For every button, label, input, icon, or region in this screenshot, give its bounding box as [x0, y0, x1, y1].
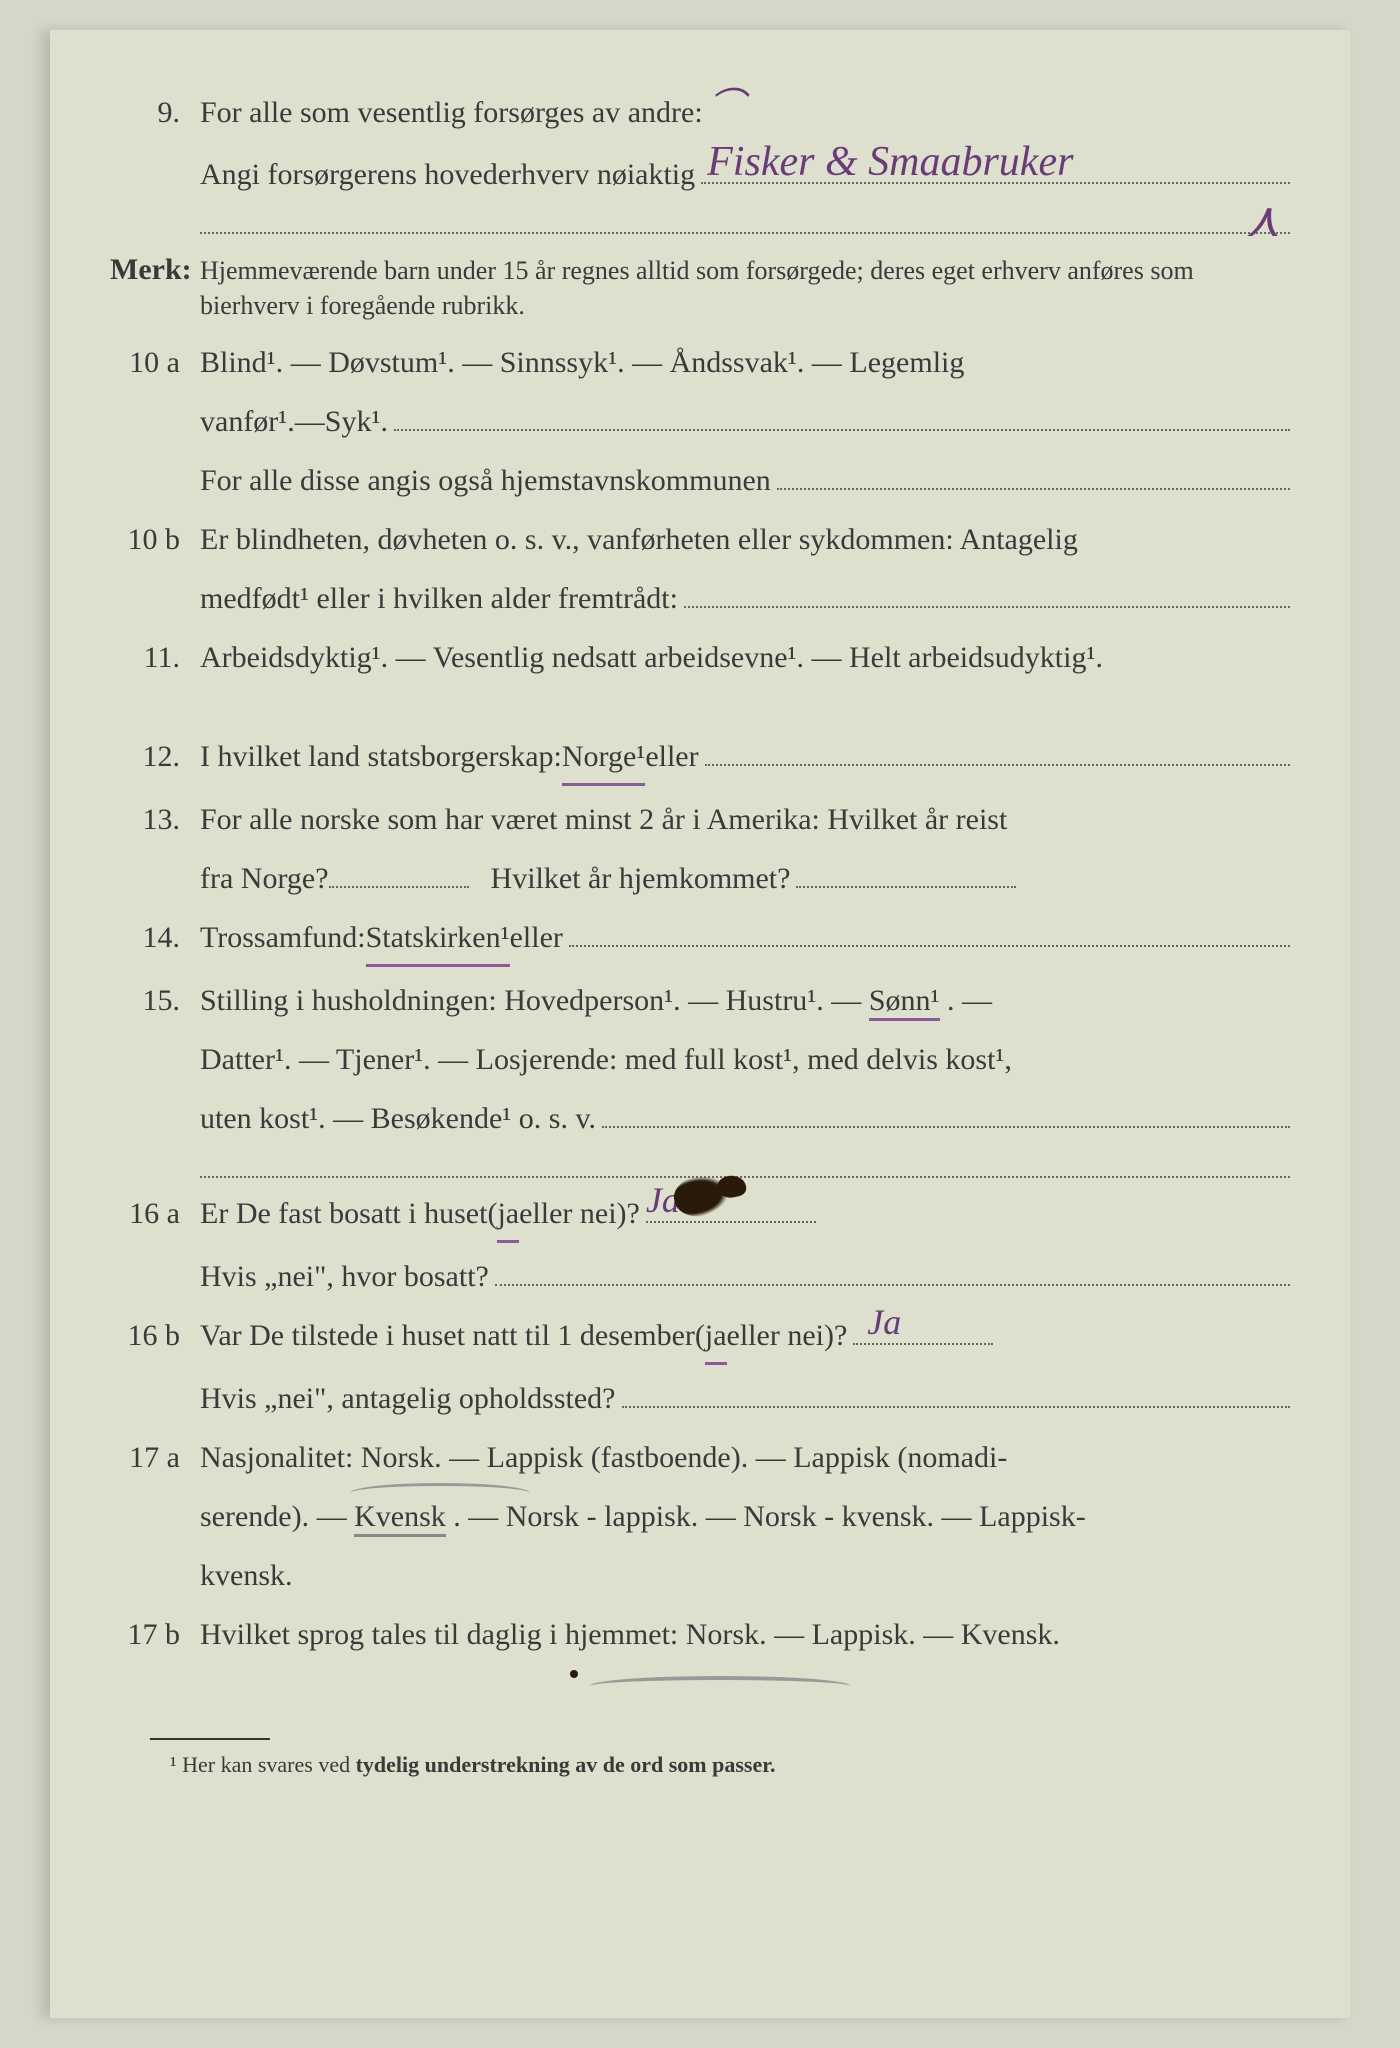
- q10b-text2: medfødt¹ eller i hvilken alder fremtrådt…: [200, 573, 678, 624]
- q17b-number: 17 b: [110, 1609, 200, 1660]
- q10b-text1: Er blindheten, døvheten o. s. v., vanfør…: [200, 514, 1290, 565]
- q17a-number: 17 a: [110, 1432, 200, 1483]
- q15-line1: 15. Stilling i husholdningen: Hovedperso…: [110, 975, 1290, 1026]
- q13-text2a: fra Norge?: [200, 853, 329, 904]
- q16b-pre: Var De tilstede i huset natt til 1 desem…: [200, 1310, 695, 1361]
- q16a-line2: Hvis „nei", hvor bosatt?: [110, 1251, 1290, 1302]
- q15-line2: Datter¹. — Tjener¹. — Losjerende: med fu…: [110, 1034, 1290, 1085]
- q11: 11. Arbeidsdyktig¹. — Vesentlig nedsatt …: [110, 632, 1290, 683]
- q16b-mid: eller nei)?: [727, 1310, 848, 1361]
- q13-number: 13.: [110, 794, 200, 845]
- q15-text2: Datter¹. — Tjener¹. — Losjerende: med fu…: [200, 1034, 1290, 1085]
- merk-text: Hjemmeværende barn under 15 år regnes al…: [200, 253, 1290, 323]
- q10a-number: 10 a: [110, 337, 200, 388]
- q10a-opt7: Syk¹.: [325, 396, 388, 447]
- q16a-ja: ja: [497, 1188, 519, 1243]
- footnote-bold: tydelig understrekning av de ord som pas…: [356, 1752, 776, 1777]
- footnote-text: Her kan svares ved: [182, 1752, 356, 1777]
- q17a-text1: Nasjonalitet: Norsk. — Lappisk (fastboen…: [200, 1432, 1290, 1483]
- q17a-text3: kvensk.: [200, 1550, 1290, 1601]
- q16b-line1: 16 b Var De tilstede i huset natt til 1 …: [110, 1310, 1290, 1365]
- q16b-number: 16 b: [110, 1310, 200, 1361]
- q16a-mid: eller nei)?: [519, 1188, 640, 1239]
- q14-statskirken: Statskirken¹: [366, 912, 510, 967]
- q13-line2: fra Norge? Hvilket år hjemkommet?: [110, 853, 1290, 904]
- q10a-opt3: Sinnssyk¹.: [500, 346, 625, 379]
- q17a-pre: serende). —: [200, 1500, 354, 1533]
- q15-text3: uten kost¹. — Besøkende¹ o. s. v.: [200, 1093, 596, 1144]
- q9-blank-line: ⋏: [200, 210, 1290, 234]
- q10a-line2: vanfør¹. — Syk¹.: [110, 396, 1290, 447]
- q12-pre: I hvilket land statsborgerskap:: [200, 731, 562, 782]
- q10a-line1: 10 a Blind¹. — Døvstum¹. — Sinnssyk¹. — …: [110, 337, 1290, 388]
- q10a-opt2: Døvstum¹.: [328, 346, 455, 379]
- q10a-opt6: vanfør¹.: [200, 396, 295, 447]
- q11-number: 11.: [110, 632, 200, 683]
- q17a-line2: serende). — Kvensk . — Norsk - lappisk. …: [110, 1491, 1290, 1542]
- footnote-rule: [150, 1738, 270, 1740]
- merk-label: Merk:: [110, 244, 200, 295]
- q16a-number: 16 a: [110, 1188, 200, 1239]
- q10a-opt5: Legemlig: [849, 346, 964, 379]
- q9-text1: For alle som vesentlig forsørges av andr…: [200, 87, 703, 138]
- q15-number: 15.: [110, 975, 200, 1026]
- q15-sonn: Sønn¹: [869, 984, 940, 1021]
- q9-line2: Angi forsørgerens hovederhverv nøiaktig …: [110, 149, 1290, 200]
- q16a-paren-open: (: [487, 1188, 497, 1239]
- pencil-mark-2: [590, 1676, 850, 1696]
- q17a-line1: 17 a Nasjonalitet: Norsk. — Lappisk (fas…: [110, 1432, 1290, 1483]
- q11-opt3: Helt arbeidsudyktig¹.: [849, 641, 1103, 674]
- q9-handwritten: Fisker & Smaabruker: [707, 127, 1073, 198]
- q11-opt1: Arbeidsdyktig¹.: [200, 641, 388, 674]
- q16a-pre: Er De fast bosatt i huset: [200, 1188, 487, 1239]
- footnote: ¹ Her kan svares ved tydelig understrekn…: [170, 1752, 1290, 1778]
- q17b-text: Hvilket sprog tales til daglig i hjemmet…: [200, 1609, 1290, 1660]
- merk-row: Merk: Hjemmeværende barn under 15 år reg…: [110, 244, 1290, 323]
- q15-line3: uten kost¹. — Besøkende¹ o. s. v.: [110, 1093, 1290, 1144]
- q16a-text2: Hvis „nei", hvor bosatt?: [200, 1251, 489, 1302]
- q14-number: 14.: [110, 912, 200, 963]
- small-dot: [570, 1670, 578, 1678]
- q13-text2b: Hvilket år hjemkommet?: [491, 853, 791, 904]
- q16b-paren-open: (: [695, 1310, 705, 1361]
- q10b-line2: medfødt¹ eller i hvilken alder fremtrådt…: [110, 573, 1290, 624]
- q15-pre: Stilling i husholdningen: Hovedperson¹. …: [200, 984, 869, 1017]
- q13-text1: For alle norske som har været minst 2 år…: [200, 794, 1290, 845]
- q11-opt2: Vesentlig nedsatt arbeidsevne¹.: [433, 641, 804, 674]
- q12: 12. I hvilket land statsborgerskap: Norg…: [110, 731, 1290, 786]
- q17a-kvensk: Kvensk: [354, 1500, 446, 1537]
- q17a-line3: kvensk.: [110, 1550, 1290, 1601]
- q10a-opt1: Blind¹.: [200, 346, 283, 379]
- q13-line1: 13. For alle norske som har været minst …: [110, 794, 1290, 845]
- footnote-marker: ¹: [170, 1752, 177, 1777]
- q9-line1: 9. For alle som vesentlig forsørges av a…: [110, 80, 1290, 141]
- q10b-number: 10 b: [110, 514, 200, 565]
- q14-pre: Trossamfund:: [200, 912, 366, 963]
- q16b-handwritten: Ja: [867, 1292, 901, 1353]
- q17b: 17 b Hvilket sprog tales til daglig i hj…: [110, 1609, 1290, 1660]
- q14: 14. Trossamfund: Statskirken¹ eller: [110, 912, 1290, 967]
- q16a-line1: 16 a Er De fast bosatt i huset ( ja elle…: [110, 1188, 1290, 1243]
- q12-norge: Norge¹: [562, 731, 645, 786]
- q10b-line1: 10 b Er blindheten, døvheten o. s. v., v…: [110, 514, 1290, 565]
- q16b-ja: ja: [705, 1310, 727, 1365]
- q10a-opt4: Åndssvak¹.: [670, 346, 805, 379]
- q10a-text3: For alle disse angis også hjemstavnskomm…: [200, 455, 771, 506]
- q9-mark: ⋏: [1245, 192, 1280, 248]
- q10a-line3: For alle disse angis også hjemstavnskomm…: [110, 455, 1290, 506]
- q14-post: eller: [510, 912, 563, 963]
- q15-post: . —: [947, 984, 992, 1017]
- q15-blank-line: [200, 1154, 1290, 1178]
- q9-text2: Angi forsørgerens hovederhverv nøiaktig: [200, 149, 695, 200]
- q9-number: 9.: [110, 87, 200, 138]
- q16b-text2: Hvis „nei", antagelig opholdssted?: [200, 1373, 616, 1424]
- q12-post: eller: [645, 731, 698, 782]
- census-form-page: 9. For alle som vesentlig forsørges av a…: [50, 30, 1350, 2018]
- q12-number: 12.: [110, 731, 200, 782]
- q16b-line2: Hvis „nei", antagelig opholdssted?: [110, 1373, 1290, 1424]
- q17a-post: . — Norsk - lappisk. — Norsk - kvensk. —…: [453, 1500, 1085, 1533]
